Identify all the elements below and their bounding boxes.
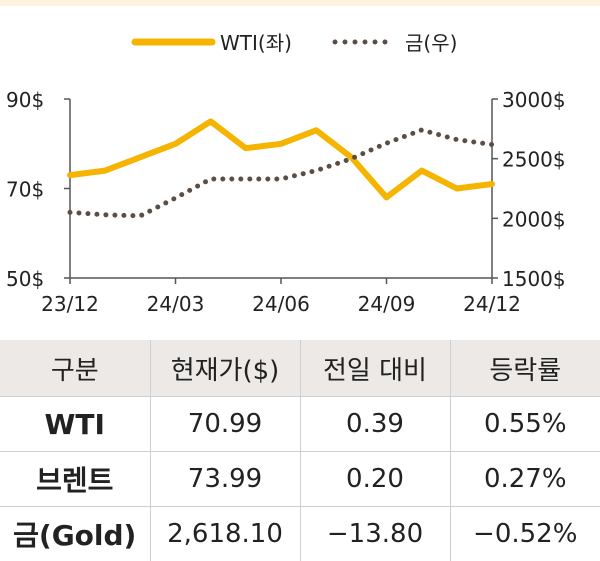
change-rate-cell: −0.52% (449, 506, 600, 561)
y-right-tick-label: 3000$ (502, 88, 566, 112)
table-row: WTI 70.99 0.39 0.55% (0, 396, 600, 452)
change-rate-cell: 0.27% (449, 451, 600, 507)
chart-legend: WTI(좌) 금(우) (131, 31, 457, 55)
header-category: 구분 (0, 340, 150, 397)
top-band (0, 0, 600, 6)
header-change: 전일 대비 (299, 340, 450, 397)
change-rate-cell: 0.55% (449, 396, 600, 452)
y-right-tick-label: 1500$ (502, 267, 566, 291)
current-price-cell: 2,618.10 (149, 506, 300, 561)
chart-series: 23/12: 7324/01: 7424/02: 7724/03: 8024/0… (67, 118, 495, 219)
header-current-price: 현재가($) (149, 340, 300, 397)
current-price-cell: 70.99 (149, 396, 300, 452)
change-cell: 0.39 (299, 396, 450, 452)
x-tick-label: 24/12 (463, 292, 521, 316)
legend-wti-label: WTI(좌) (220, 31, 292, 55)
x-tick-label: 24/03 (147, 292, 205, 316)
chart-axes: 90$ 70$ 50$ 3000$ 2500$ 2000$ 1500$ 23/12 24/03 2… (6, 88, 566, 316)
row-label: 금(Gold) (13, 519, 137, 552)
y-left-tick-label: 50$ (6, 267, 44, 291)
price-table: 구분 현재가($) 전일 대비 등락률 WTI 70.99 0.39 0.55%… (0, 340, 600, 561)
x-tick-label: 24/09 (358, 292, 416, 316)
header-change-rate: 등락률 (449, 340, 600, 397)
oil-gold-chart: WTI(좌) 금(우) 90$ 70$ 50$ 3000$ 2500$ 2000$ 1500$… (0, 0, 600, 316)
x-tick-label: 24/06 (252, 292, 310, 316)
table-row: 금(Gold) 2,618.10 −13.80 −0.52% (0, 506, 600, 561)
y-right-tick-label: 2500$ (502, 148, 566, 172)
change-cell: 0.20 (299, 451, 450, 507)
legend-gold-label: 금(우) (405, 31, 457, 55)
y-left-tick-label: 90$ (6, 88, 44, 112)
current-price-cell: 73.99 (149, 451, 300, 507)
change-cell: −13.80 (299, 506, 450, 561)
table-row: 브렌트 73.99 0.20 0.27% (0, 451, 600, 507)
row-label: WTI (0, 396, 150, 452)
y-right-tick-label: 2000$ (502, 207, 566, 231)
table-header-row: 구분 현재가($) 전일 대비 등락률 (0, 340, 600, 397)
y-left-tick-label: 70$ (6, 178, 44, 202)
x-tick-label: 23/12 (41, 292, 99, 316)
row-label: 브렌트 (0, 451, 150, 507)
